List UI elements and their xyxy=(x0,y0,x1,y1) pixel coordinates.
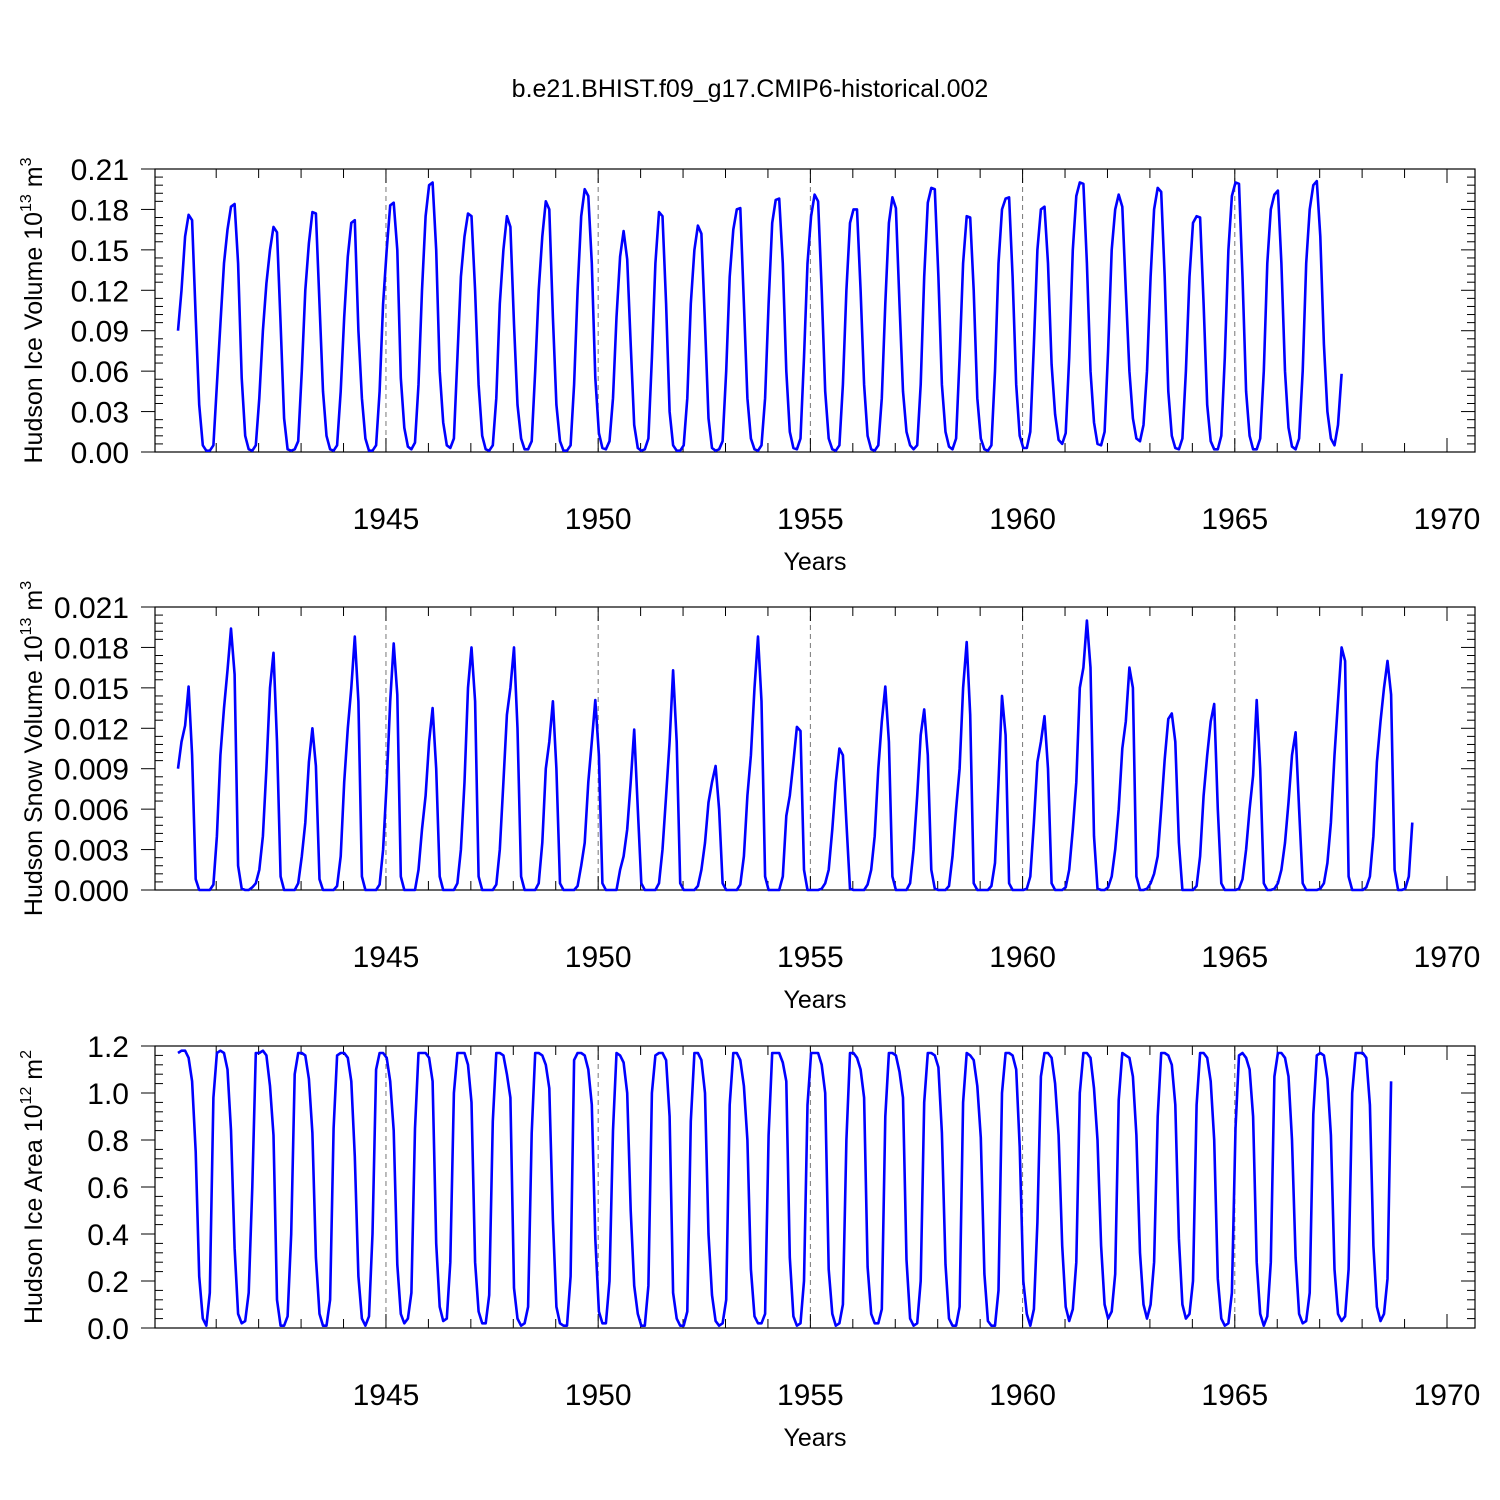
y-tick-label: 0.8 xyxy=(87,1125,129,1158)
x-tick-label: 1945 xyxy=(353,503,420,536)
x-tick-label: 1945 xyxy=(353,941,420,974)
y-tick-label: 0.012 xyxy=(54,713,129,746)
y-tick-label: 0.15 xyxy=(71,235,129,268)
y-tick-label: 0.009 xyxy=(54,754,129,787)
panel-snow-volume: 0.000 0.003 0.006 0.009 0.012 0.015 0.018 0.021… xyxy=(18,581,1480,1014)
y-tick-label: 0.000 xyxy=(54,875,129,908)
y-tick-label: 0.6 xyxy=(87,1172,129,1205)
panel-ice-volume: 0.00 0.03 0.06 0.09 0.12 0.15 0.18 0.21 1945 1950… xyxy=(18,154,1480,576)
y-axis-title: Hudson Ice Volume 1013 m3 xyxy=(18,157,48,463)
plot-frame xyxy=(154,168,1476,453)
series-line-snow-volume xyxy=(176,619,1414,892)
y-axis-title: Hudson Snow Volume 1013 m3 xyxy=(18,581,48,916)
panels: 0.00 0.03 0.06 0.09 0.12 0.15 0.18 0.21 1945 1950… xyxy=(18,154,1480,1452)
x-axis-title: Years xyxy=(783,986,846,1014)
y-tick-label: 0.015 xyxy=(54,673,129,706)
y-tick-label: 0.18 xyxy=(71,194,129,227)
series-line-ice-area xyxy=(177,1049,1393,1327)
x-tick-label: 1955 xyxy=(777,941,844,974)
x-tick-label: 1950 xyxy=(565,503,632,536)
x-tick-label: 1960 xyxy=(989,1379,1056,1412)
y-tick-label: 0.03 xyxy=(71,397,129,430)
y-tick-label: 0.0 xyxy=(87,1313,129,1346)
y-tick-label: 0.003 xyxy=(54,835,129,868)
y-tick-label: 0.021 xyxy=(54,592,129,625)
x-tick-label: 1960 xyxy=(989,503,1056,536)
y-tick-label: 0.09 xyxy=(71,316,129,349)
y-tick-label: 0.4 xyxy=(87,1219,129,1252)
series-line-ice-volume xyxy=(176,179,1343,453)
y-tick-label: 0.06 xyxy=(71,356,129,389)
y-tick-label: 0.12 xyxy=(71,275,129,308)
plot-frame xyxy=(154,1045,1476,1329)
x-tick-label: 1970 xyxy=(1414,941,1481,974)
figure-title: b.e21.BHIST.f09_g17.CMIP6-historical.002 xyxy=(512,75,989,103)
x-tick-label: 1945 xyxy=(353,1379,420,1412)
panel-ice-area: 0.0 0.2 0.4 0.6 0.8 1.0 1.2 1945 1950 1955 1960 196… xyxy=(18,1031,1480,1452)
x-tick-label: 1960 xyxy=(989,941,1056,974)
y-tick-label: 0.2 xyxy=(87,1266,129,1299)
x-axis-title: Years xyxy=(783,548,846,576)
x-tick-label: 1950 xyxy=(565,941,632,974)
x-tick-label: 1965 xyxy=(1201,503,1268,536)
y-tick-label: 0.006 xyxy=(54,794,129,827)
y-tick-label: 0.00 xyxy=(71,437,129,470)
x-tick-label: 1970 xyxy=(1414,1379,1481,1412)
x-tick-label: 1955 xyxy=(777,1379,844,1412)
x-tick-label: 1965 xyxy=(1201,1379,1268,1412)
y-axis-title: Hudson Ice Area 1012 m2 xyxy=(18,1050,48,1324)
x-tick-label: 1950 xyxy=(565,1379,632,1412)
y-tick-label: 1.0 xyxy=(87,1078,129,1111)
x-tick-label: 1955 xyxy=(777,503,844,536)
y-tick-label: 0.21 xyxy=(71,154,129,187)
x-tick-label: 1965 xyxy=(1201,941,1268,974)
y-tick-label: 1.2 xyxy=(87,1031,129,1064)
y-tick-label: 0.018 xyxy=(54,632,129,665)
x-tick-label: 1970 xyxy=(1414,503,1481,536)
x-axis-title: Years xyxy=(783,1424,846,1452)
